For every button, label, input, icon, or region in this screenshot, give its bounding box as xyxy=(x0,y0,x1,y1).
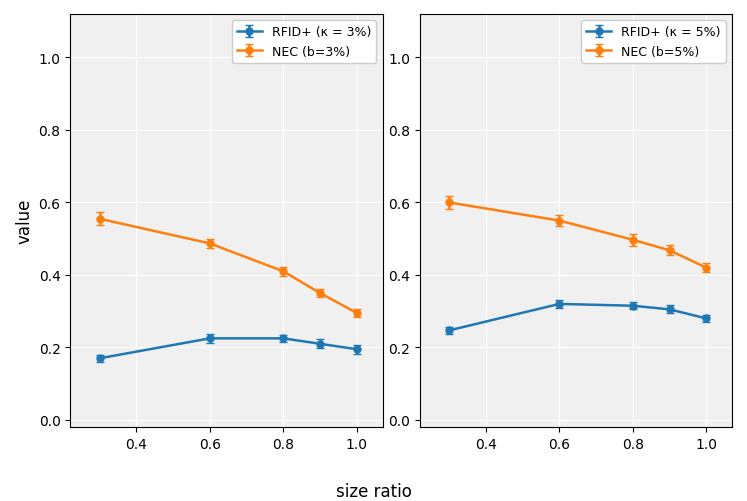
Y-axis label: value: value xyxy=(15,198,33,244)
Text: size ratio: size ratio xyxy=(335,482,412,500)
Legend: RFID+ (κ = 5%), NEC (b=5%): RFID+ (κ = 5%), NEC (b=5%) xyxy=(581,21,726,63)
Legend: RFID+ (κ = 3%), NEC (b=3%): RFID+ (κ = 3%), NEC (b=3%) xyxy=(232,21,376,63)
